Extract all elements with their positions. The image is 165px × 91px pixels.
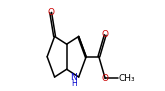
- Text: O: O: [102, 74, 109, 83]
- Text: CH₃: CH₃: [119, 74, 135, 83]
- Text: O: O: [47, 8, 54, 17]
- Text: N: N: [70, 73, 77, 82]
- Text: H: H: [71, 79, 77, 88]
- Text: O: O: [102, 30, 109, 39]
